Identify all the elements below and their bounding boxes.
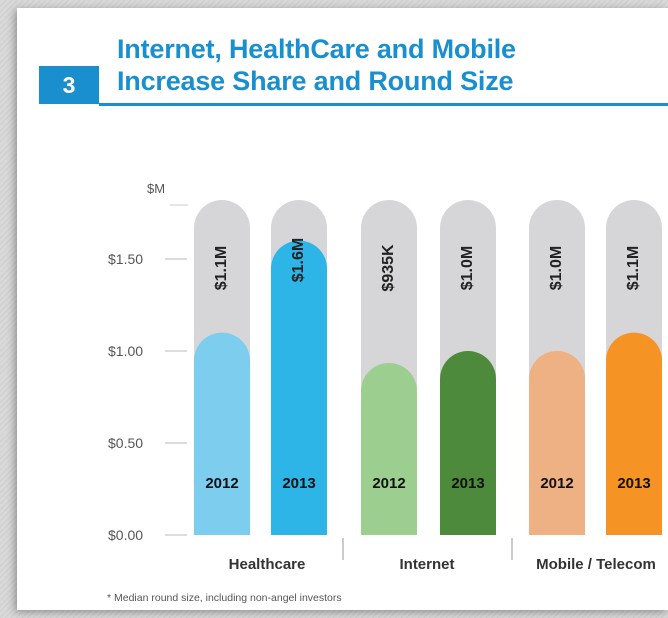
chart-card: 3 Internet, HealthCare and Mobile Increa… [17, 8, 668, 610]
bar-healthcare-2012 [194, 332, 250, 535]
bar-mobile-telecom-2013 [606, 332, 662, 535]
bar-internet-2012 [361, 362, 417, 535]
bar-mobile-telecom-2012 [529, 351, 585, 535]
chart-title-line-1: Internet, HealthCare and Mobile [117, 34, 516, 64]
bar-value-label: $1.6M [290, 238, 307, 282]
title-block: 3 Internet, HealthCare and Mobile Increa… [17, 8, 668, 118]
bar-internet-2013 [440, 351, 496, 535]
chart-title-line-2: Increase Share and Round Size [117, 66, 514, 96]
bar-year-label: 2013 [282, 475, 315, 492]
category-label: Healthcare [229, 556, 306, 573]
y-axis-unit-label: $M [147, 181, 165, 196]
bar-year-label: 2013 [617, 475, 650, 492]
y-tick-label: $0.00 [108, 527, 143, 543]
bar-year-label: 2013 [451, 475, 484, 492]
bar-year-label: 2012 [372, 475, 405, 492]
category-label: Internet [399, 556, 454, 573]
bar-value-label: $1.0M [459, 246, 476, 290]
title-rule [99, 103, 668, 106]
bar-year-label: 2012 [540, 475, 573, 492]
bar-healthcare-2013 [271, 240, 327, 535]
category-label: Mobile / Telecom [536, 556, 656, 573]
section-number-badge: 3 [39, 66, 99, 104]
y-tick-label: $1.50 [108, 251, 143, 267]
bar-year-label: 2012 [205, 475, 238, 492]
y-tick-label: $0.50 [108, 435, 143, 451]
y-tick-label: $1.00 [108, 343, 143, 359]
bar-value-label: $1.1M [213, 246, 230, 290]
footnote: * Median round size, including non-angel… [107, 592, 342, 604]
bar-value-label: $1.1M [625, 246, 642, 290]
bar-value-label: $935K [380, 244, 397, 292]
bar-value-label: $1.0M [548, 246, 565, 290]
